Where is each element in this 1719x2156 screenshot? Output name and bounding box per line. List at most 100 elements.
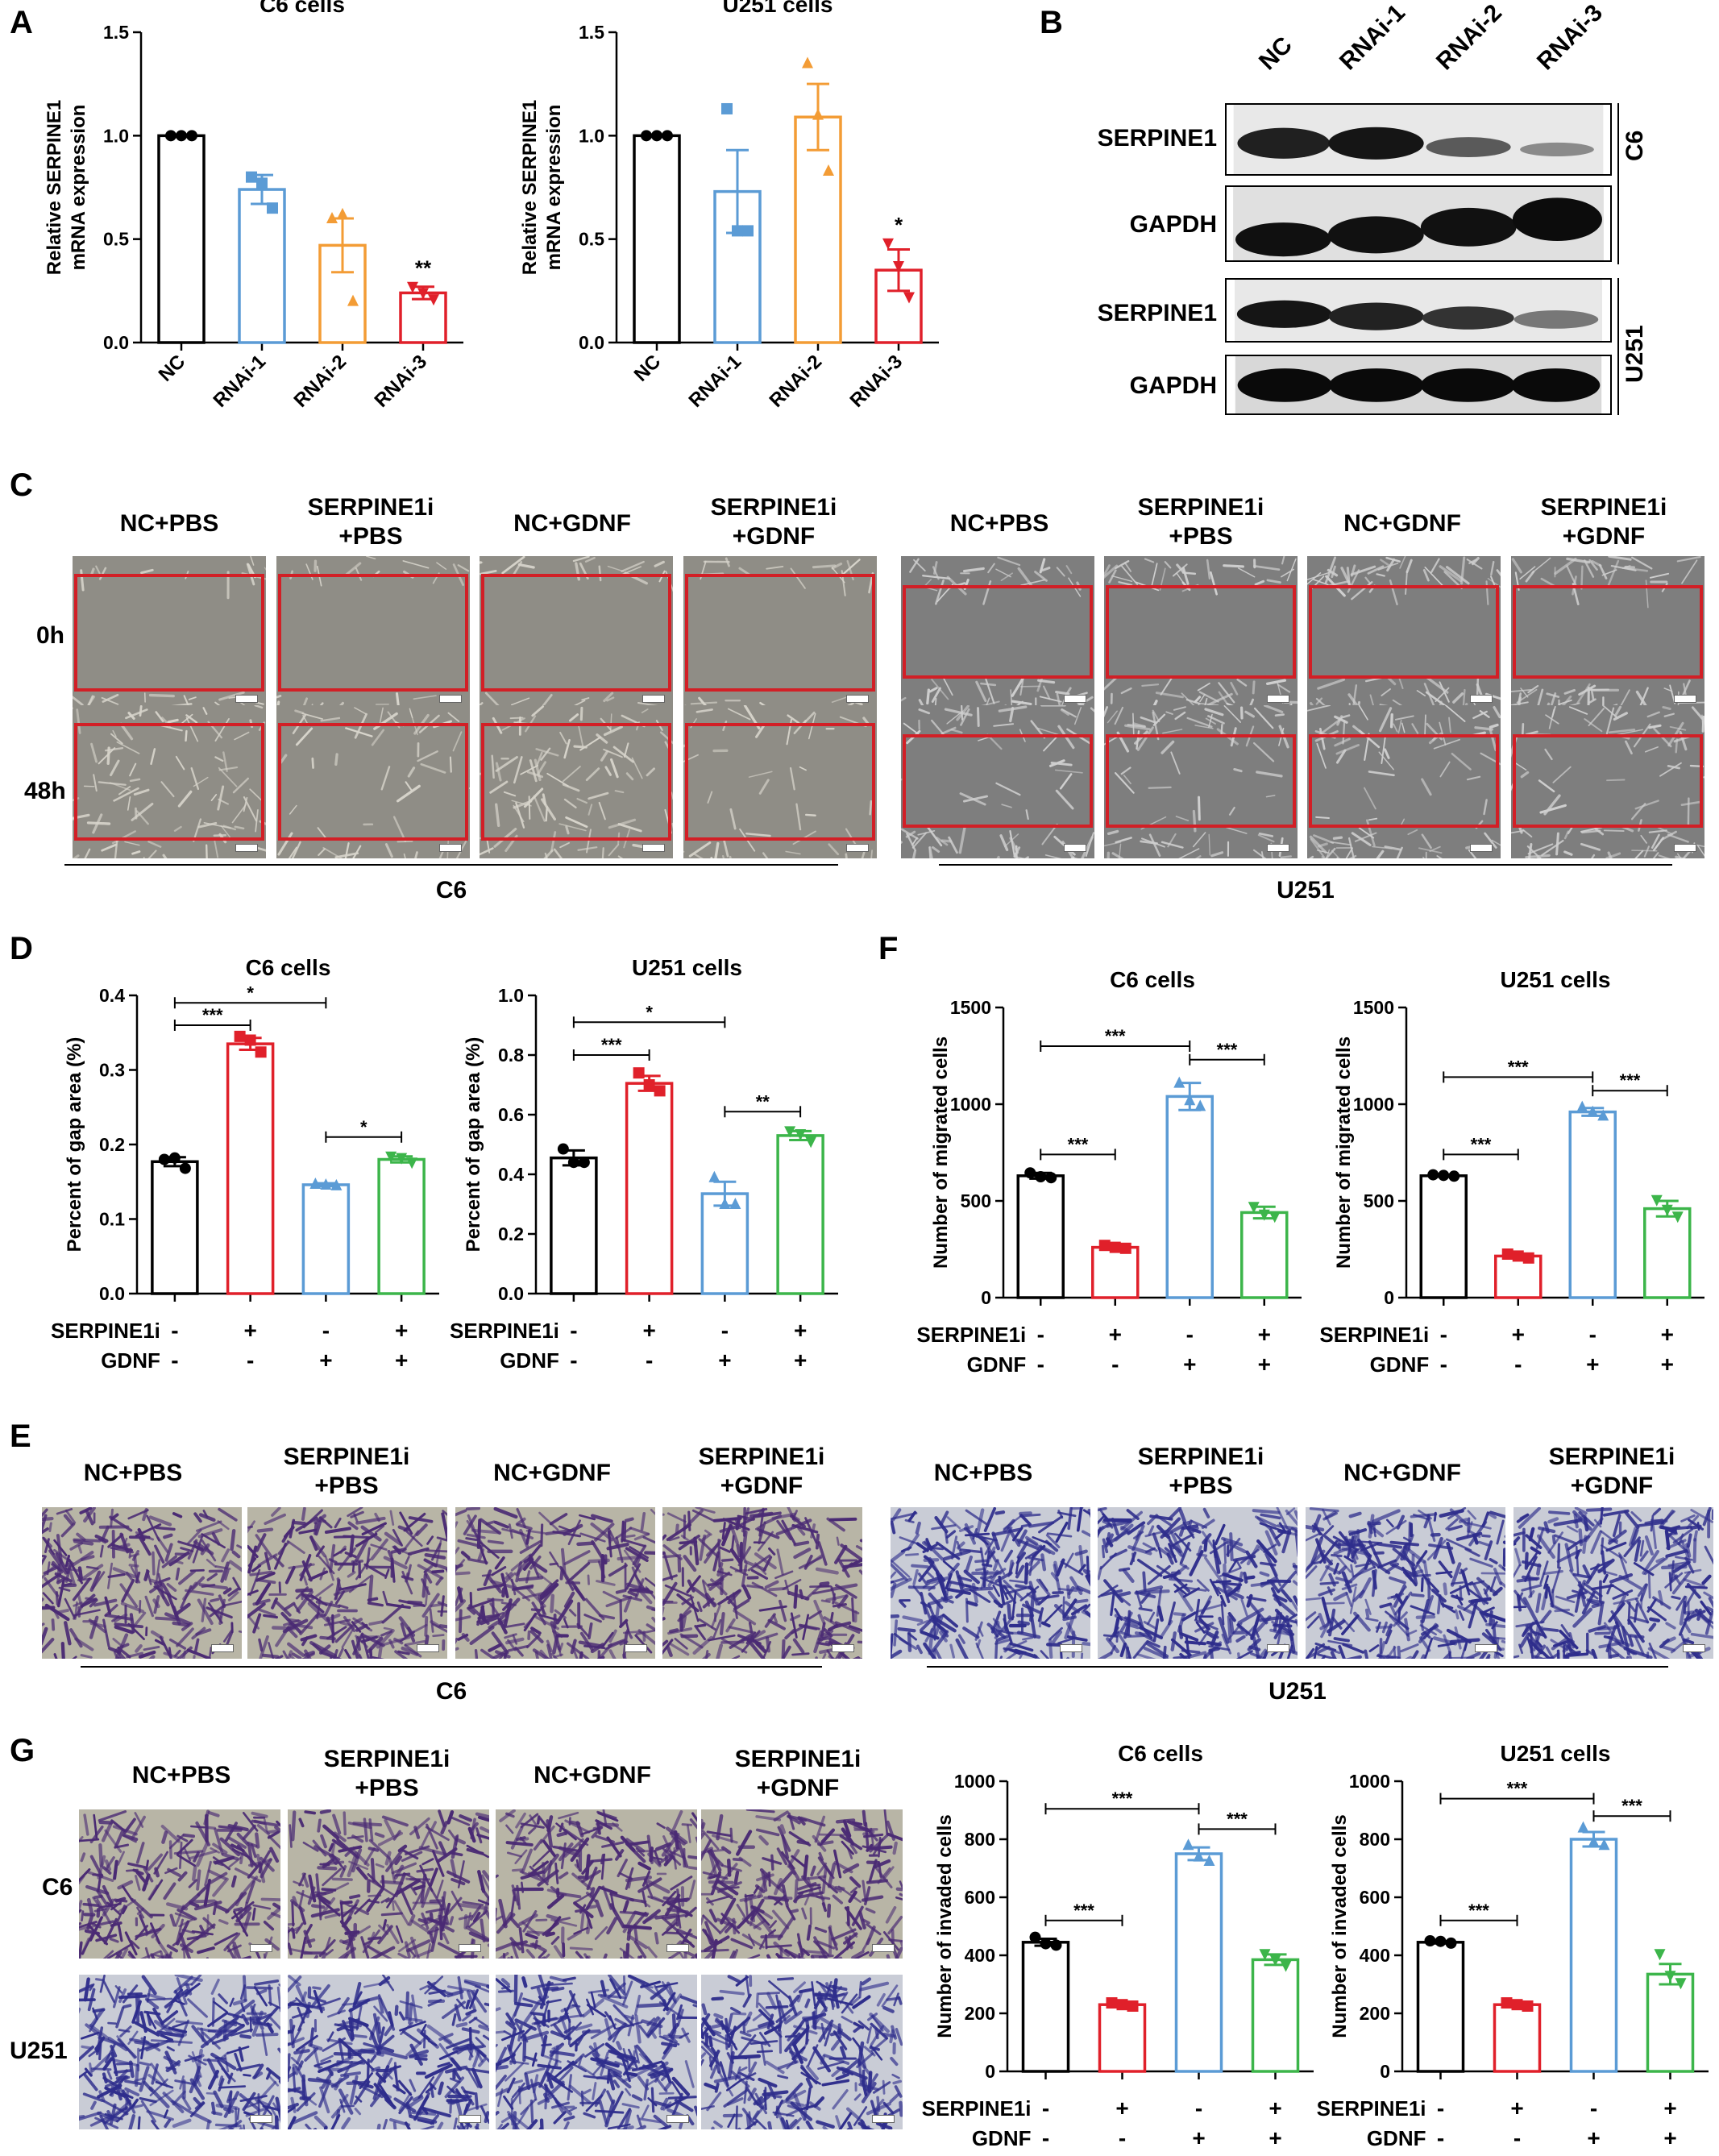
c-u251-0h-nc-gdnf-image: [1307, 556, 1501, 709]
g-u251-si-pbs-image: [288, 1975, 489, 2129]
chart-d-u251: U251 cells Percent of gap area (%) 0.0 0.2 0…: [450, 955, 838, 1373]
e-u251-label-si-gdnf: SERPINE1i +GDNF: [1548, 1444, 1675, 1499]
significance-mark: *: [646, 1002, 653, 1022]
wound-region-box: [278, 574, 468, 692]
y-tick-label: 1.5: [579, 22, 604, 43]
data-point: [1587, 1105, 1599, 1117]
treatment-sign: +: [1268, 2125, 1281, 2150]
data-point: [1259, 1949, 1271, 1961]
bar: [1165, 1095, 1214, 1299]
e-u251-si-gdnf-image: [1513, 1507, 1713, 1659]
g-u251-nc-gdnf-image: [496, 1975, 697, 2129]
blot-band-serpine1-u251: [1225, 278, 1612, 343]
data-point: [651, 130, 662, 142]
significance-mark: **: [756, 1091, 770, 1111]
e-u251-label-nc-pbs: NC+PBS: [933, 1460, 1033, 1486]
y-tick-label: 0: [1380, 2061, 1390, 2082]
treatment-sign: -: [1186, 1322, 1194, 1347]
data-point: [784, 1126, 796, 1138]
e-c6-caption: C6: [435, 1678, 467, 1705]
treatment-sign: +: [1183, 1352, 1196, 1377]
wound-region-box: [278, 723, 468, 841]
treatment-sign: -: [1440, 1352, 1447, 1377]
data-point: [1445, 1937, 1457, 1949]
significance-mark: ***: [1468, 1901, 1489, 1921]
y-tick-label: 800: [965, 1829, 995, 1850]
data-point: [654, 1085, 666, 1097]
data-point: [385, 1151, 397, 1163]
bar: [1251, 1958, 1300, 2073]
data-point: [795, 1129, 807, 1141]
treatment-sign: +: [1258, 1322, 1271, 1347]
treatment-sign: -: [646, 1348, 653, 1373]
y-tick-label: 1.0: [498, 985, 524, 1006]
bar: [550, 1156, 598, 1295]
data-point: [805, 1136, 817, 1149]
treatment-sign: +: [794, 1318, 807, 1343]
y-tick-label: 0.5: [579, 229, 604, 250]
scale-bar: [1470, 844, 1493, 852]
data-point: [1501, 1997, 1513, 2009]
significance-mark: ***: [601, 1035, 622, 1055]
data-point: [1661, 1204, 1673, 1216]
data-point: [1424, 1935, 1436, 1946]
treatment-sign: -: [1119, 2125, 1126, 2150]
chart-title: C6 cells: [1118, 1741, 1203, 1766]
blot-group-c6: C6: [1621, 130, 1648, 161]
significance-mark: *: [895, 213, 903, 237]
g-row-label-c6: C6: [42, 1874, 73, 1901]
data-point: [347, 294, 359, 306]
scale-bar: [625, 1644, 647, 1652]
c-c6-48h-nc-gdnf-image: [480, 705, 673, 858]
data-point: [1029, 1931, 1041, 1943]
bar: [399, 291, 447, 344]
treatment-label-serpine1i: SERPINE1i: [51, 1319, 160, 1343]
data-point: [1035, 1171, 1047, 1182]
data-point: [708, 1170, 720, 1182]
blot-band-gapdh-u251: [1225, 355, 1612, 415]
y-axis-label: Percent of gap area (%): [64, 1037, 85, 1252]
data-point: [1522, 1252, 1534, 1264]
panel-label-d: D: [10, 931, 33, 966]
data-point: [396, 1153, 408, 1165]
data-point: [1269, 1955, 1281, 1967]
treatment-sign: -: [1111, 1352, 1119, 1377]
data-point: [1511, 1999, 1523, 2011]
data-point: [1427, 1169, 1439, 1181]
treatment-sign: +: [395, 1348, 408, 1373]
data-point: [633, 1067, 645, 1079]
e-c6-nc-gdnf-image: [455, 1507, 655, 1659]
treatment-label-gdnf: GDNF: [500, 1348, 559, 1373]
significance-mark: ***: [202, 1005, 223, 1025]
data-point: [244, 1034, 256, 1046]
data-point: [1098, 1240, 1111, 1252]
significance-mark: ***: [1227, 1809, 1248, 1829]
x-tick-label: RNAi-2: [766, 351, 827, 412]
scale-bar: [439, 844, 462, 852]
data-point: [1448, 1170, 1460, 1182]
y-tick-label: 1500: [950, 997, 991, 1018]
treatment-sign: -: [1437, 2125, 1444, 2150]
treatment-sign: -: [247, 1348, 254, 1373]
scale-bar: [235, 844, 258, 852]
g-c6-nc-gdnf-image: [496, 1809, 697, 1959]
g-c6-si-gdnf-image: [701, 1809, 903, 1959]
data-point: [176, 130, 187, 142]
treatment-sign: -: [1037, 1352, 1044, 1377]
y-tick-label: 1.5: [103, 22, 129, 43]
data-point: [1598, 1838, 1610, 1851]
c-c6-48h-nc-pbs-image: [73, 705, 266, 858]
blot-lane-rnai-2: RNAi-2: [1430, 0, 1508, 76]
scale-bar: [1267, 695, 1289, 703]
scale-bar: [417, 1644, 439, 1652]
treatment-sign: +: [1587, 2125, 1600, 2150]
data-point: [1576, 1100, 1588, 1112]
data-point: [267, 202, 278, 214]
scale-bar: [1674, 695, 1696, 703]
data-point: [1577, 1821, 1589, 1833]
treatment-label-serpine1i: SERPINE1i: [916, 1323, 1026, 1347]
significance-mark: ***: [1621, 1796, 1642, 1816]
bar: [1643, 1207, 1692, 1299]
y-tick-label: 0.0: [579, 332, 604, 353]
c-u251-label-nc-gdnf: NC+GDNF: [1343, 510, 1461, 537]
